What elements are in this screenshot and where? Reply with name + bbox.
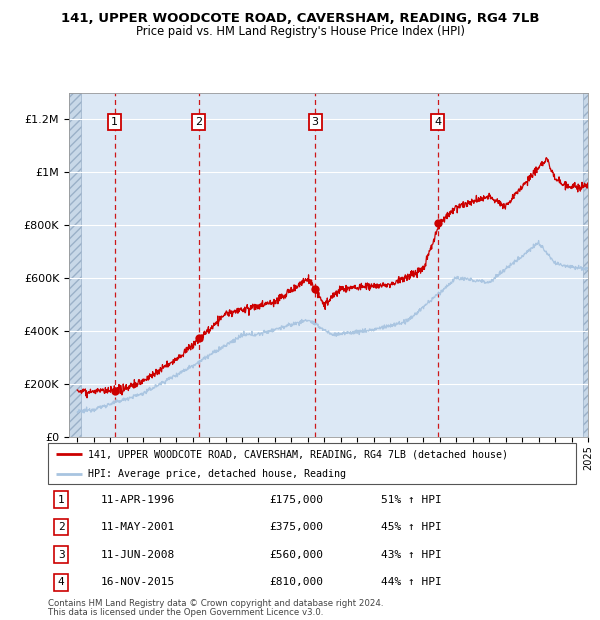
Text: 4: 4 bbox=[434, 117, 441, 127]
Bar bbox=[583, 93, 596, 437]
Text: £175,000: £175,000 bbox=[270, 495, 324, 505]
Text: 141, UPPER WOODCOTE ROAD, CAVERSHAM, READING, RG4 7LB (detached house): 141, UPPER WOODCOTE ROAD, CAVERSHAM, REA… bbox=[88, 449, 508, 459]
Text: 2: 2 bbox=[58, 522, 65, 532]
Text: This data is licensed under the Open Government Licence v3.0.: This data is licensed under the Open Gov… bbox=[48, 608, 323, 617]
Text: 2: 2 bbox=[195, 117, 202, 127]
Text: 141, UPPER WOODCOTE ROAD, CAVERSHAM, READING, RG4 7LB: 141, UPPER WOODCOTE ROAD, CAVERSHAM, REA… bbox=[61, 12, 539, 25]
Text: 11-JUN-2008: 11-JUN-2008 bbox=[101, 550, 175, 560]
Bar bbox=[69, 93, 80, 437]
Text: 3: 3 bbox=[311, 117, 319, 127]
Text: £560,000: £560,000 bbox=[270, 550, 324, 560]
Text: 44% ↑ HPI: 44% ↑ HPI bbox=[380, 577, 442, 587]
Text: HPI: Average price, detached house, Reading: HPI: Average price, detached house, Read… bbox=[88, 469, 346, 479]
Text: £375,000: £375,000 bbox=[270, 522, 324, 532]
Text: £810,000: £810,000 bbox=[270, 577, 324, 587]
Text: 43% ↑ HPI: 43% ↑ HPI bbox=[380, 550, 442, 560]
Text: 16-NOV-2015: 16-NOV-2015 bbox=[101, 577, 175, 587]
Text: 3: 3 bbox=[58, 550, 65, 560]
Text: 11-APR-1996: 11-APR-1996 bbox=[101, 495, 175, 505]
Text: 45% ↑ HPI: 45% ↑ HPI bbox=[380, 522, 442, 532]
Text: 11-MAY-2001: 11-MAY-2001 bbox=[101, 522, 175, 532]
Text: 1: 1 bbox=[58, 495, 65, 505]
FancyBboxPatch shape bbox=[48, 443, 576, 484]
Text: 51% ↑ HPI: 51% ↑ HPI bbox=[380, 495, 442, 505]
Text: Contains HM Land Registry data © Crown copyright and database right 2024.: Contains HM Land Registry data © Crown c… bbox=[48, 600, 383, 608]
Text: Price paid vs. HM Land Registry's House Price Index (HPI): Price paid vs. HM Land Registry's House … bbox=[136, 25, 464, 38]
Text: 4: 4 bbox=[58, 577, 65, 587]
Text: 1: 1 bbox=[111, 117, 118, 127]
